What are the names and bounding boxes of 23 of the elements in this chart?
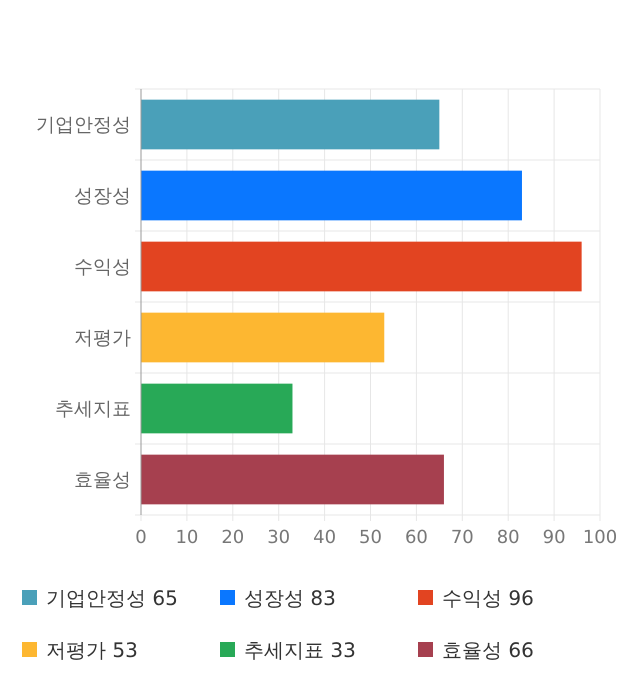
legend-label: 추세지표 33 [244,638,356,662]
y-tick-label: 효율성 [74,469,131,492]
y-tick-label: 성장성 [74,185,131,208]
y-tick-label: 추세지표 [55,398,131,420]
y-tick-label: 기업안정성 [36,114,131,136]
x-tick-label: 20 [221,527,244,548]
x-tick-label: 0 [135,527,147,548]
x-tick-label: 80 [496,527,520,548]
x-tick-label: 100 [582,527,618,548]
x-tick-label: 40 [313,527,336,548]
x-tick-label: 70 [450,527,474,548]
y-tick-label: 저평가 [74,327,131,350]
legend-label: 기업안정성 65 [46,586,178,610]
legend-label: 수익성 96 [442,586,534,610]
x-tick-label: 60 [404,527,428,548]
legend-label: 저평가 53 [46,638,138,662]
x-tick-label: 90 [542,527,566,548]
x-tick-label: 10 [175,527,198,548]
legend-label: 성장성 83 [244,586,336,610]
legend-label: 효율성 66 [442,638,534,662]
x-tick-label: 50 [359,527,382,548]
x-tick-label: 30 [267,527,290,548]
y-tick-label: 수익성 [74,256,131,278]
